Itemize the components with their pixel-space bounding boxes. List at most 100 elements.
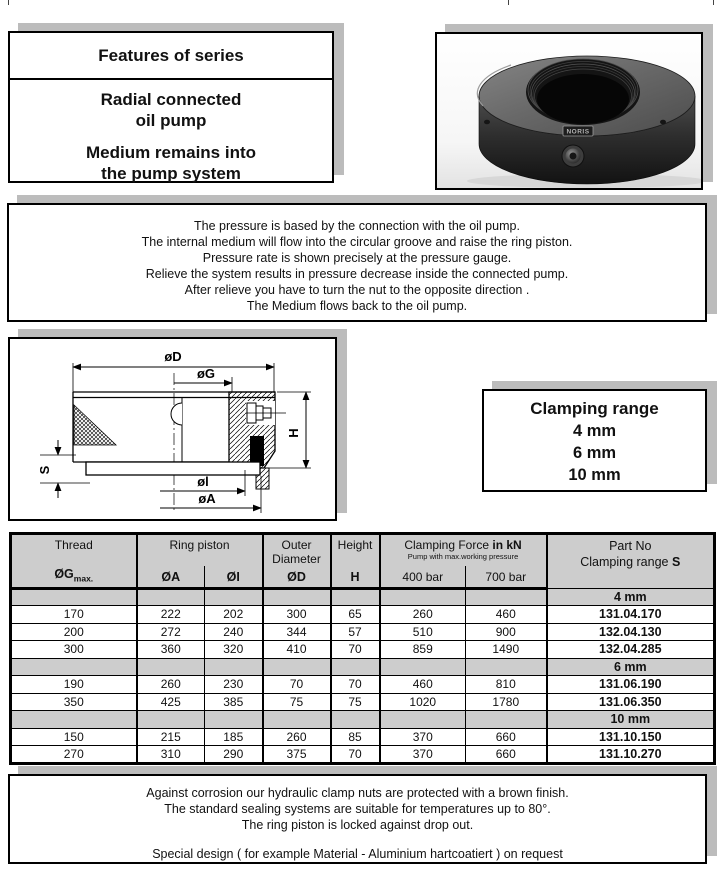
part-no-cell: 131.10.150 — [546, 727, 715, 746]
fill-port-center — [569, 152, 577, 160]
part-no-cell: 132.04.285 — [546, 640, 715, 659]
part-no-cell: 131.06.190 — [546, 675, 715, 694]
brand-label: NORIS — [566, 129, 589, 136]
value-cell: 290 — [204, 745, 264, 764]
group-empty-cell — [204, 587, 264, 606]
part-no-cell: 131.04.170 — [546, 605, 715, 624]
value-cell: 385 — [204, 692, 264, 711]
dimension-diagram-svg: øD øG H S øl — [37, 349, 311, 513]
table-row: 150 215 185 260 85 370 660 131.10.150 — [10, 727, 715, 746]
value-cell: 375 — [262, 745, 332, 764]
description-line: Pressure rate is shown precisely at the … — [202, 251, 512, 265]
table-row: 350 425 385 75 75 1020 1780 131.06.350 — [10, 692, 715, 711]
force-unit: in kN — [492, 538, 522, 552]
value-cell: 70 — [330, 745, 381, 764]
value-cell: 510 — [379, 622, 467, 641]
table-row: 190 260 230 70 70 460 810 131.06.190 — [10, 675, 715, 694]
value-cell: 320 — [204, 640, 264, 659]
notes-box: Against corrosion our hydraulic clamp nu… — [8, 774, 707, 864]
value-cell: 660 — [465, 727, 548, 746]
clamping-range-value: 6 mm — [572, 444, 617, 462]
table-row: 300 360 320 410 70 859 1490 132.04.285 — [10, 640, 715, 659]
value-cell: 222 — [136, 605, 205, 624]
part-no-line1: Part No — [609, 539, 652, 553]
col-700bar: 700 bar — [465, 566, 548, 590]
group-empty-cell — [330, 587, 381, 606]
col-thread-symbol: ØGmax. — [10, 566, 138, 590]
group-empty-cell — [136, 587, 205, 606]
feature-item: Medium remains into the pump system — [10, 142, 332, 184]
value-cell: 260 — [379, 605, 467, 624]
clamping-range-box: Clamping range 4 mm 6 mm 10 mm — [482, 389, 707, 492]
description-line: The pressure is based by the connection … — [194, 219, 520, 233]
feature-item: Radial connected oil pump — [10, 89, 332, 131]
spec-table-body: 4 mm 170 222 202 300 65 260 460 131.04.170 200 272… — [10, 587, 715, 764]
value-cell: 1020 — [379, 692, 467, 711]
value-cell: 260 — [262, 727, 332, 746]
value-cell: 460 — [379, 675, 467, 694]
table-group-row: 6 mm — [10, 657, 715, 676]
value-cell: 70 — [330, 675, 381, 694]
value-cell: 660 — [465, 745, 548, 764]
feature-line: the pump system — [101, 164, 241, 183]
part-no-line2: Clamping range — [580, 555, 669, 569]
group-empty-cell — [10, 587, 138, 606]
crop-tick — [508, 0, 509, 5]
value-cell: 75 — [330, 692, 381, 711]
col-400bar: 400 bar — [379, 566, 467, 590]
value-cell: 65 — [330, 605, 381, 624]
description-line: The Medium flows back to the oil pump. — [246, 299, 468, 313]
features-box: Features of series Radial connected oil … — [8, 31, 334, 183]
features-title: Features of series — [10, 33, 332, 80]
value-cell: 75 — [262, 692, 332, 711]
col-clamping-force-title: Clamping Force in kN Pump with max.worki… — [379, 533, 548, 566]
group-empty-cell — [204, 710, 264, 729]
group-empty-cell — [262, 587, 332, 606]
description-line: The internal medium will flow into the c… — [141, 235, 573, 249]
feature-line: Radial connected — [100, 90, 242, 109]
col-part-no-title: Part No Clamping range S — [546, 533, 715, 588]
value-cell: 185 — [204, 727, 264, 746]
crop-tick — [713, 0, 714, 5]
value-cell: 350 — [10, 692, 138, 711]
value-cell: 272 — [136, 622, 205, 641]
part-no-cell: 131.10.270 — [546, 745, 715, 764]
group-empty-cell — [10, 657, 138, 676]
group-label: 6 mm — [546, 657, 715, 676]
value-cell: 360 — [136, 640, 205, 659]
table-row: 200 272 240 344 57 510 900 132.04.130 — [10, 622, 715, 641]
spec-table: Thread Ring piston Outer Diameter Height… — [9, 532, 717, 765]
table-row: 270 310 290 375 70 370 660 131.10.270 — [10, 745, 715, 764]
group-label: 10 mm — [546, 710, 715, 729]
bore-shadow — [537, 74, 629, 124]
value-cell: 200 — [10, 622, 138, 641]
value-cell: 57 — [330, 622, 381, 641]
group-empty-cell — [204, 657, 264, 676]
crop-tick — [8, 0, 9, 5]
crosshatch-section — [73, 404, 117, 446]
product-photo-box: NORIS — [435, 32, 703, 190]
part-no-cell: 132.04.130 — [546, 622, 715, 641]
group-empty-cell — [262, 710, 332, 729]
col-thread-title: Thread — [10, 533, 138, 566]
part-no-cell: 131.06.350 — [546, 692, 715, 711]
value-cell: 230 — [204, 675, 264, 694]
value-cell: 190 — [10, 675, 138, 694]
value-cell: 370 — [379, 727, 467, 746]
description-box: The pressure is based by the connection … — [7, 203, 707, 322]
value-cell: 270 — [10, 745, 138, 764]
label-groove-diameter: øG — [197, 366, 215, 381]
value-cell: 70 — [262, 675, 332, 694]
special-design-note: Special design ( for example Material - … — [152, 847, 563, 861]
group-empty-cell — [136, 710, 205, 729]
value-cell: 344 — [262, 622, 332, 641]
spec-table-header: Thread Ring piston Outer Diameter Height… — [10, 533, 715, 590]
description-line: Relieve the system results in pressure d… — [145, 267, 569, 281]
value-cell: 85 — [330, 727, 381, 746]
label-piston-diameter: øA — [198, 491, 216, 506]
value-cell: 370 — [379, 745, 467, 764]
outer-diameter-line2: Diameter — [272, 552, 321, 566]
groove-notch-arc — [170, 402, 183, 426]
value-cell: 1490 — [465, 640, 548, 659]
